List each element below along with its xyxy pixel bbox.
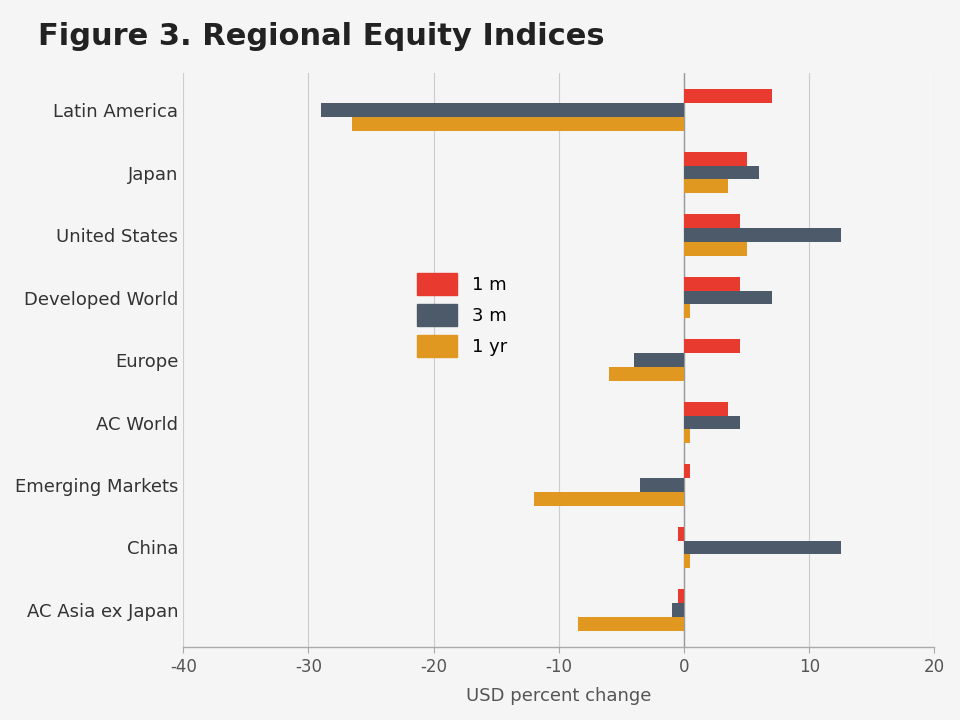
Bar — [578, 617, 684, 631]
Legend: 1 m, 3 m, 1 yr: 1 m, 3 m, 1 yr — [410, 266, 514, 364]
Bar — [678, 527, 684, 541]
Bar — [678, 590, 684, 603]
Bar — [352, 117, 684, 131]
Bar — [684, 464, 690, 478]
Bar — [684, 305, 690, 318]
Bar — [684, 415, 740, 429]
Bar — [684, 277, 740, 291]
Bar — [684, 242, 747, 256]
Bar — [684, 89, 772, 103]
Bar — [684, 179, 728, 193]
Bar — [634, 354, 684, 367]
Bar — [671, 603, 684, 617]
Bar — [684, 166, 759, 179]
Bar — [684, 541, 841, 554]
Bar — [640, 478, 684, 492]
Bar — [684, 429, 690, 443]
Bar — [684, 402, 728, 415]
Bar — [684, 339, 740, 354]
Bar — [684, 215, 740, 228]
Bar — [684, 291, 772, 305]
X-axis label: USD percent change: USD percent change — [467, 687, 652, 705]
Bar — [321, 103, 684, 117]
Bar — [684, 554, 690, 568]
Bar — [609, 367, 684, 381]
Bar — [684, 152, 747, 166]
Text: Figure 3. Regional Equity Indices: Figure 3. Regional Equity Indices — [38, 22, 605, 50]
Bar — [534, 492, 684, 505]
Bar — [684, 228, 841, 242]
